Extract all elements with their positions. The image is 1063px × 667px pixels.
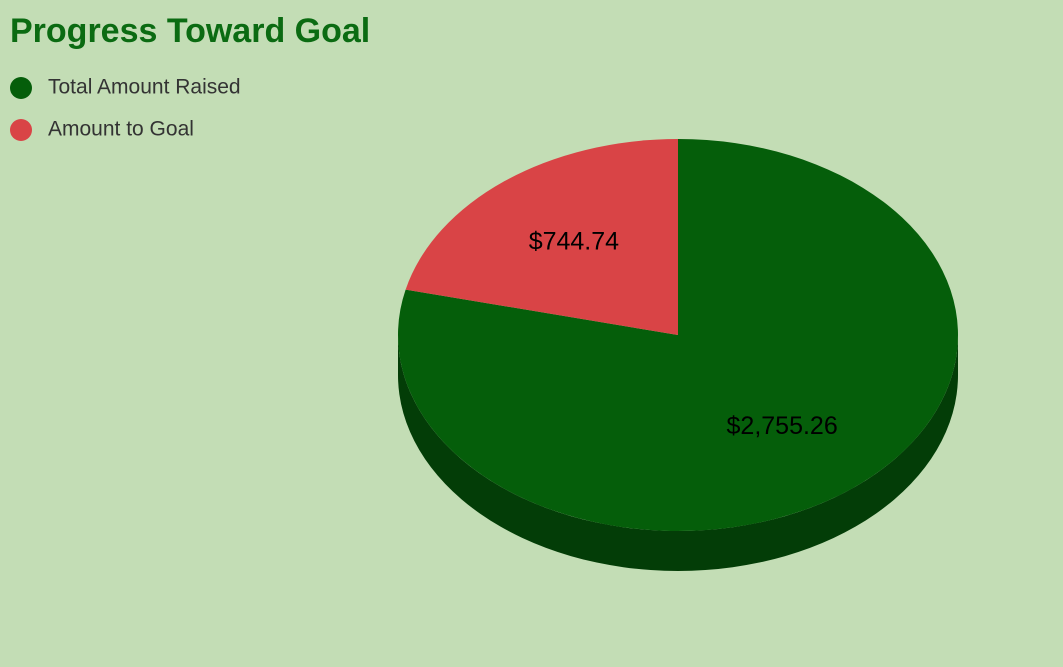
pie-slice — [405, 139, 678, 335]
value-label: $744.74 — [529, 227, 619, 255]
legend: Total Amount Raised Amount to Goal — [10, 76, 241, 141]
legend-label: Amount to Goal — [48, 118, 194, 141]
pie-side — [398, 335, 958, 571]
legend-label: Total Amount Raised — [48, 76, 241, 99]
chart-title: Progress Toward Goal — [10, 12, 370, 50]
legend-marker — [10, 119, 32, 141]
pie-tops — [398, 139, 958, 531]
pie-sides — [398, 335, 958, 571]
value-label: $2,755.26 — [727, 412, 838, 440]
value-labels: $2,755.26 $744.74 — [529, 227, 838, 440]
legend-marker — [10, 77, 32, 99]
